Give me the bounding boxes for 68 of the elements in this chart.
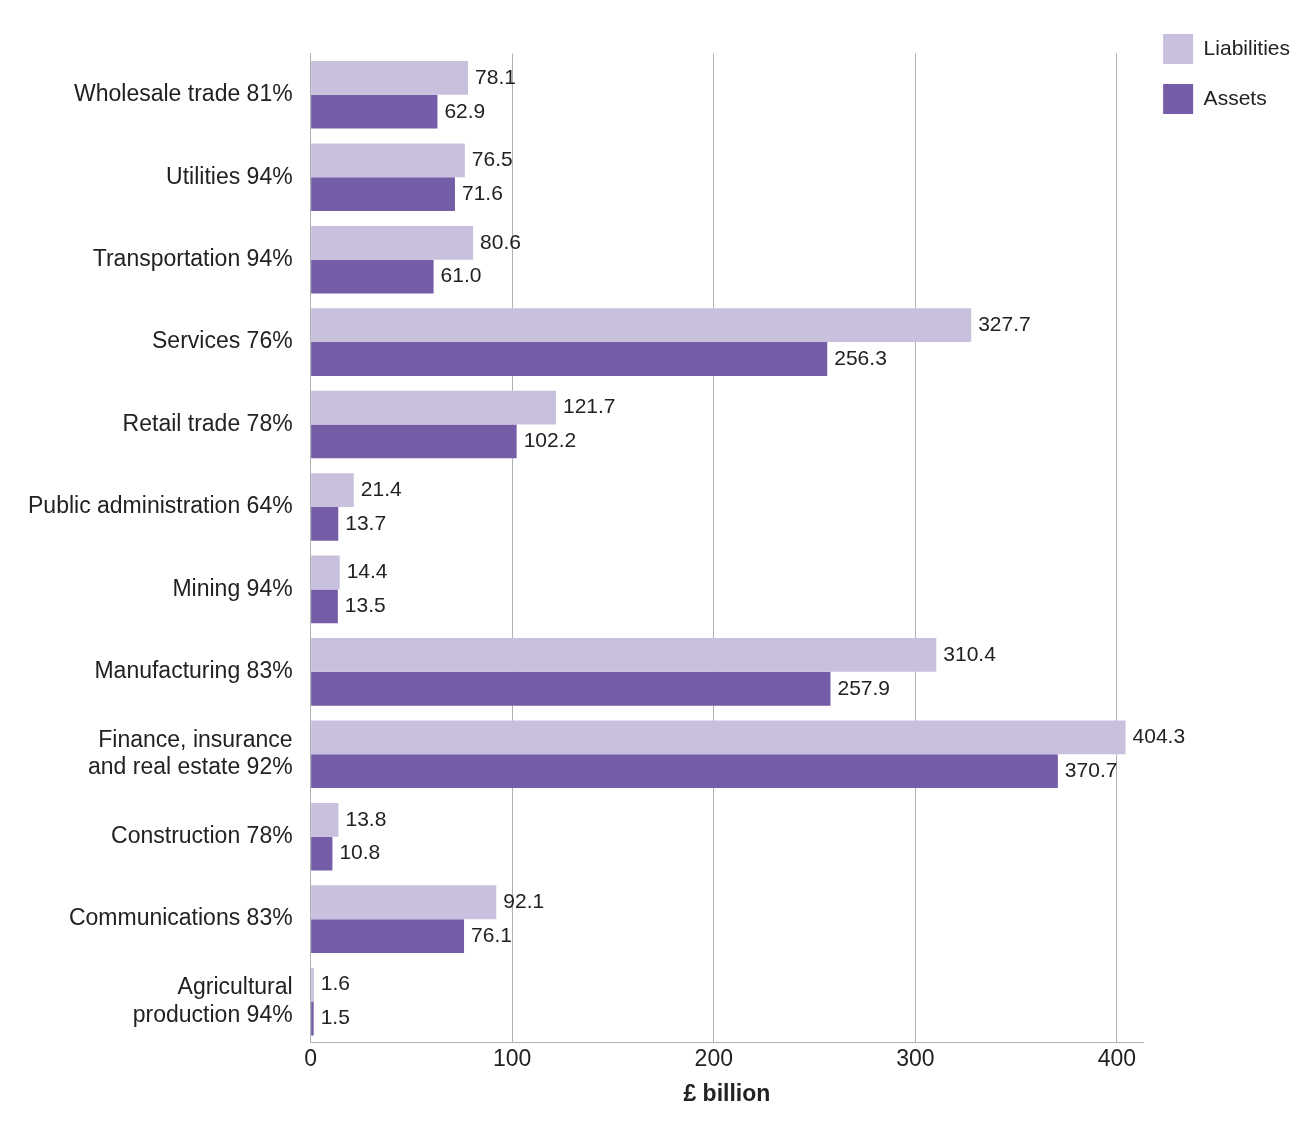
data-label: 61.0: [440, 263, 482, 287]
data-label: 21.4: [360, 476, 402, 500]
bar: [311, 308, 972, 343]
y-tick-label: Public administration 64%: [27, 492, 293, 519]
data-label: 76.1: [471, 922, 512, 946]
data-label: 327.7: [978, 312, 1031, 336]
x-tick-label: 200: [694, 1044, 733, 1071]
data-label: 78.1: [475, 64, 516, 88]
bar: [311, 506, 339, 541]
data-label: 310.4: [943, 641, 997, 665]
bar: [311, 424, 517, 459]
bar: [311, 919, 465, 953]
data-label: 1.6: [320, 971, 351, 995]
y-tick-label: Communications 83%: [68, 904, 293, 931]
bar: [311, 177, 455, 212]
y-tick-label: Construction 78%: [111, 822, 293, 849]
x-tick-label: 100: [493, 1044, 532, 1071]
y-tick-label: Services 76%: [152, 327, 293, 354]
data-label: 71.6: [461, 180, 503, 204]
bar: [311, 671, 831, 706]
bar: [311, 143, 465, 178]
y-tick-label: Finance, insurance and real estate 92%: [88, 725, 293, 780]
data-label: 13.7: [345, 510, 387, 534]
data-label: 76.5: [471, 147, 513, 171]
data-label: 256.3: [834, 345, 887, 369]
data-label: 13.8: [345, 806, 387, 830]
y-tick-label: Transportation 94%: [92, 245, 293, 272]
bar: [311, 94, 438, 129]
bar: [311, 1001, 314, 1036]
bar: [311, 720, 1126, 755]
legend-label: Assets: [1203, 85, 1267, 109]
bar: [311, 555, 340, 590]
data-label: 13.5: [344, 593, 386, 617]
y-tick-label: Retail trade 78%: [122, 409, 293, 436]
y-tick-label: Utilities 94%: [166, 162, 293, 189]
bar: [311, 754, 1058, 789]
data-label: 80.6: [480, 229, 521, 253]
bar: [311, 61, 469, 95]
bar: [311, 225, 474, 260]
bar: [311, 638, 937, 672]
data-label: 1.5: [320, 1005, 350, 1029]
data-label: 404.3: [1132, 724, 1186, 748]
data-label: 370.7: [1064, 757, 1118, 781]
data-label: 92.1: [503, 889, 545, 913]
data-label: 62.9: [444, 98, 486, 122]
data-label: 14.4: [346, 559, 388, 583]
bar: [311, 802, 339, 837]
y-tick-label: Mining 94%: [172, 574, 293, 601]
y-tick-label: Agricultural production 94%: [132, 973, 293, 1027]
y-tick-label: Manufacturing 83%: [94, 657, 293, 684]
bar: [311, 342, 828, 376]
data-label: 102.2: [523, 428, 577, 452]
bar: [311, 967, 314, 1002]
x-tick-label: 400: [1097, 1044, 1137, 1071]
data-label: 121.7: [562, 394, 616, 418]
x-axis-title: £ billion: [683, 1079, 771, 1106]
data-label: 257.9: [837, 675, 891, 699]
legend-label: Liabilities: [1203, 35, 1291, 59]
bar: [311, 259, 434, 294]
y-tick-label: Wholesale trade 81%: [74, 80, 293, 107]
x-tick-label: 0: [304, 1044, 318, 1071]
data-label: 10.8: [339, 840, 381, 864]
bar: [311, 885, 497, 920]
bar: [311, 836, 333, 871]
x-tick-label: 300: [896, 1044, 935, 1071]
bar: [311, 390, 556, 425]
bar: [311, 473, 354, 507]
bar: [311, 589, 338, 624]
